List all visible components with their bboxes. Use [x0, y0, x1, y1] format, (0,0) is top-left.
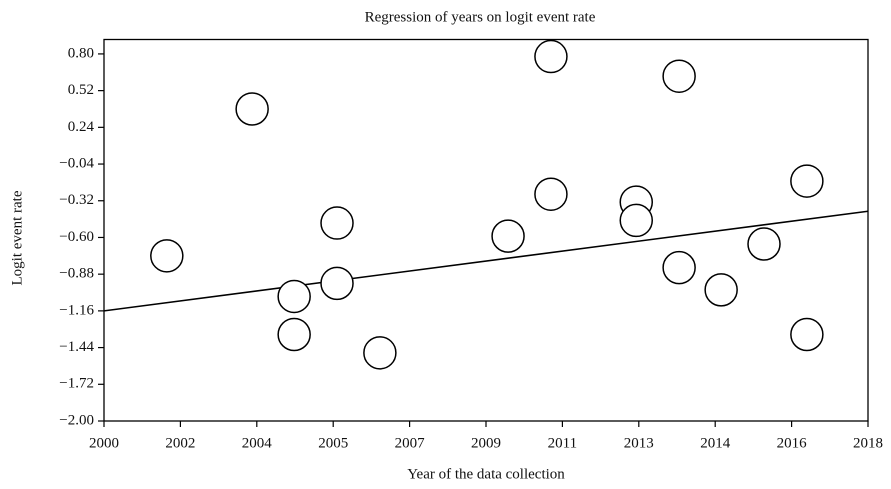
scatter-point: [790, 317, 824, 352]
x-tick-label: 2009: [471, 435, 501, 451]
scatter-point: [662, 59, 696, 93]
scatter-point: [320, 206, 354, 240]
scatter-point: [491, 219, 525, 253]
y-tick-label: −0.88: [59, 266, 94, 282]
x-tick-label: 2000: [89, 435, 119, 451]
y-tick-label: 0.24: [68, 119, 95, 135]
y-axis-label: Logit event rate: [9, 190, 25, 285]
x-tick-label: 2002: [165, 435, 195, 451]
y-tick-label: 0.80: [68, 45, 94, 61]
scatter-point: [150, 239, 184, 273]
chart-title: Regression of years on logit event rate: [365, 9, 596, 25]
x-tick-label: 2004: [242, 435, 273, 451]
x-tick-label: 2018: [853, 435, 883, 451]
y-tick-label: −1.44: [59, 339, 94, 355]
scatter-point: [704, 273, 738, 307]
x-tick-label: 2016: [777, 435, 808, 451]
y-tick-label: −0.04: [59, 155, 94, 171]
scatter-point: [235, 92, 269, 126]
scatter-point: [534, 39, 568, 74]
scatter-point: [747, 227, 781, 261]
x-tick-label: 2011: [548, 435, 577, 451]
x-tick-label: 2007: [395, 435, 426, 451]
plot-frame: [103, 38, 869, 422]
scatter-point: [320, 266, 354, 301]
scatter-point: [277, 279, 311, 314]
x-tick-label: 2014: [700, 435, 731, 451]
x-tick-label: 2005: [318, 435, 348, 451]
scatter-point: [363, 336, 397, 370]
y-tick-label: −2.00: [59, 412, 94, 428]
scatter-point: [790, 164, 824, 198]
scatter-point: [534, 177, 568, 211]
regression-line: [103, 210, 869, 312]
y-tick-label: 0.52: [68, 82, 94, 98]
y-tick-label: −1.72: [59, 376, 94, 392]
scatter-point: [277, 317, 311, 352]
y-tick-label: −0.60: [59, 229, 94, 245]
y-tick-label: −0.32: [59, 192, 94, 208]
y-tick-label: −1.16: [59, 302, 94, 318]
scatter-point: [662, 250, 696, 285]
x-tick-label: 2013: [624, 435, 654, 451]
x-axis-label: Year of the data collection: [407, 466, 565, 482]
scatter-point: [619, 203, 654, 238]
